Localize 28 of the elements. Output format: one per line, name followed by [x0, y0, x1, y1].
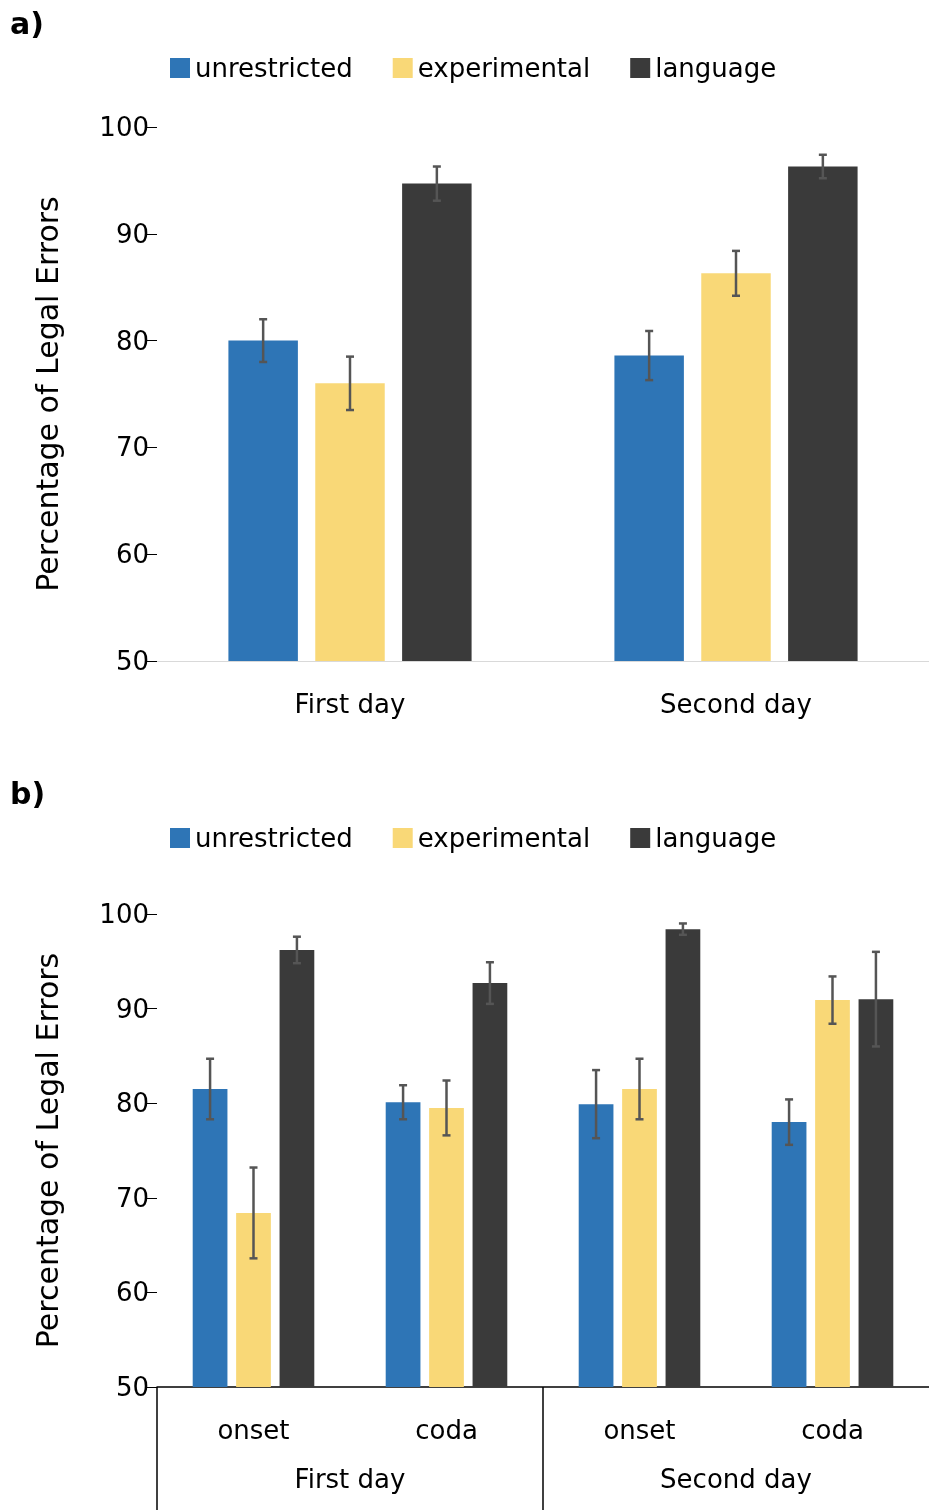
y-tick-label: 60	[115, 1277, 149, 1308]
text: Second day	[660, 1464, 812, 1494]
y-tick-label: 100	[99, 112, 149, 142]
y-tick-label: 70	[115, 1182, 149, 1213]
x-tick-label: coda	[801, 1415, 864, 1445]
legend-label: experimental	[417, 823, 591, 853]
text: First day	[294, 1464, 406, 1494]
legend-label: experimental	[417, 53, 591, 83]
legend-label: language	[655, 53, 777, 83]
y-tick-label: 90	[115, 993, 149, 1024]
x-tick-label: coda	[415, 1415, 478, 1445]
y-tick-label: 50	[115, 1372, 149, 1402]
y-axis-title: Percentage of Legal Errors	[29, 952, 65, 1349]
y-tick-label: 90	[115, 218, 149, 249]
y-tick-label: 50	[115, 646, 149, 676]
x-tick-label: onset	[603, 1415, 676, 1445]
y-axis-title: Percentage of Legal Errors	[29, 196, 65, 592]
legend-label: unrestricted	[195, 823, 353, 853]
y-tick-label: 100	[99, 899, 149, 929]
y-tick-label: 80	[115, 1088, 149, 1119]
chart-title: b)	[10, 775, 46, 811]
legend-label: unrestricted	[195, 53, 353, 83]
chart-title: a)	[10, 5, 44, 41]
y-tick-label: 80	[115, 325, 149, 356]
y-tick-label: 70	[115, 432, 149, 463]
x-tick-label: onset	[217, 1415, 290, 1445]
y-tick-label: 60	[115, 539, 149, 570]
legend-label: language	[655, 823, 777, 853]
